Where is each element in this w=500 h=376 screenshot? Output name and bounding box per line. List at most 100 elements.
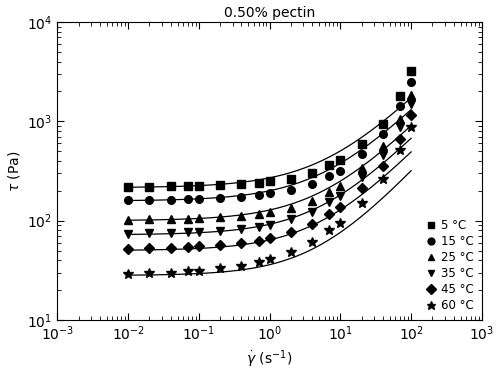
15 °C	[397, 104, 403, 109]
45 °C	[309, 221, 315, 226]
15 °C	[196, 197, 202, 201]
35 °C	[309, 209, 315, 214]
Line: 5 °C: 5 °C	[124, 67, 415, 191]
Line: 45 °C: 45 °C	[124, 112, 415, 253]
5 °C	[408, 69, 414, 73]
25 °C	[146, 217, 152, 221]
60 °C	[196, 269, 202, 273]
35 °C	[185, 230, 191, 235]
45 °C	[266, 236, 272, 240]
35 °C	[380, 153, 386, 157]
45 °C	[288, 230, 294, 235]
35 °C	[196, 230, 202, 234]
60 °C	[309, 240, 315, 244]
5 °C	[397, 94, 403, 98]
15 °C	[185, 197, 191, 201]
35 °C	[217, 229, 223, 233]
5 °C	[358, 142, 364, 146]
60 °C	[408, 124, 414, 129]
Title: 0.50% pectin: 0.50% pectin	[224, 6, 315, 20]
25 °C	[217, 215, 223, 220]
45 °C	[358, 186, 364, 191]
35 °C	[358, 175, 364, 179]
25 °C	[309, 199, 315, 203]
35 °C	[168, 231, 173, 235]
5 °C	[380, 121, 386, 126]
45 °C	[338, 205, 344, 209]
Line: 25 °C: 25 °C	[124, 91, 415, 224]
60 °C	[185, 269, 191, 273]
45 °C	[168, 246, 173, 250]
45 °C	[397, 136, 403, 141]
45 °C	[408, 113, 414, 118]
15 °C	[256, 193, 262, 197]
5 °C	[256, 180, 262, 185]
5 °C	[217, 183, 223, 188]
35 °C	[408, 102, 414, 106]
45 °C	[217, 243, 223, 247]
15 °C	[380, 132, 386, 136]
25 °C	[125, 218, 131, 222]
5 °C	[196, 183, 202, 188]
15 °C	[338, 168, 344, 173]
X-axis label: $\dot{\gamma}$ (s$^{-1}$): $\dot{\gamma}$ (s$^{-1}$)	[246, 349, 292, 370]
60 °C	[217, 266, 223, 271]
25 °C	[338, 183, 344, 188]
Legend: 5 °C, 15 °C, 25 °C, 35 °C, 45 °C, 60 °C: 5 °C, 15 °C, 25 °C, 35 °C, 45 °C, 60 °C	[424, 217, 476, 314]
25 °C	[238, 214, 244, 218]
Line: 35 °C: 35 °C	[124, 100, 415, 238]
45 °C	[380, 164, 386, 168]
45 °C	[238, 241, 244, 246]
5 °C	[326, 163, 332, 168]
15 °C	[326, 174, 332, 179]
25 °C	[168, 217, 173, 221]
45 °C	[256, 238, 262, 243]
60 °C	[338, 221, 344, 225]
15 °C	[309, 182, 315, 186]
15 °C	[358, 152, 364, 157]
15 °C	[146, 198, 152, 202]
60 °C	[238, 264, 244, 268]
60 °C	[168, 270, 173, 275]
45 °C	[196, 244, 202, 249]
5 °C	[168, 184, 173, 188]
35 °C	[266, 223, 272, 227]
25 °C	[288, 205, 294, 210]
60 °C	[380, 177, 386, 182]
25 °C	[256, 212, 262, 216]
Line: 60 °C: 60 °C	[123, 122, 416, 279]
35 °C	[288, 217, 294, 221]
5 °C	[338, 158, 344, 162]
60 °C	[288, 250, 294, 255]
25 °C	[266, 210, 272, 214]
25 °C	[326, 190, 332, 194]
45 °C	[125, 247, 131, 251]
15 °C	[266, 191, 272, 196]
60 °C	[358, 201, 364, 205]
60 °C	[326, 228, 332, 232]
15 °C	[217, 196, 223, 200]
25 °C	[408, 92, 414, 97]
5 °C	[266, 179, 272, 184]
5 °C	[185, 184, 191, 188]
35 °C	[256, 224, 262, 229]
15 °C	[168, 197, 173, 202]
Y-axis label: $\tau$ (Pa): $\tau$ (Pa)	[6, 150, 22, 192]
35 °C	[326, 200, 332, 204]
25 °C	[358, 166, 364, 170]
25 °C	[196, 216, 202, 220]
15 °C	[238, 194, 244, 199]
35 °C	[238, 227, 244, 232]
15 °C	[408, 80, 414, 84]
45 °C	[146, 246, 152, 250]
15 °C	[288, 188, 294, 193]
60 °C	[125, 272, 131, 276]
60 °C	[397, 148, 403, 153]
35 °C	[338, 193, 344, 198]
60 °C	[266, 257, 272, 261]
35 °C	[125, 231, 131, 236]
35 °C	[146, 231, 152, 235]
5 °C	[288, 176, 294, 181]
5 °C	[125, 185, 131, 189]
25 °C	[397, 117, 403, 121]
